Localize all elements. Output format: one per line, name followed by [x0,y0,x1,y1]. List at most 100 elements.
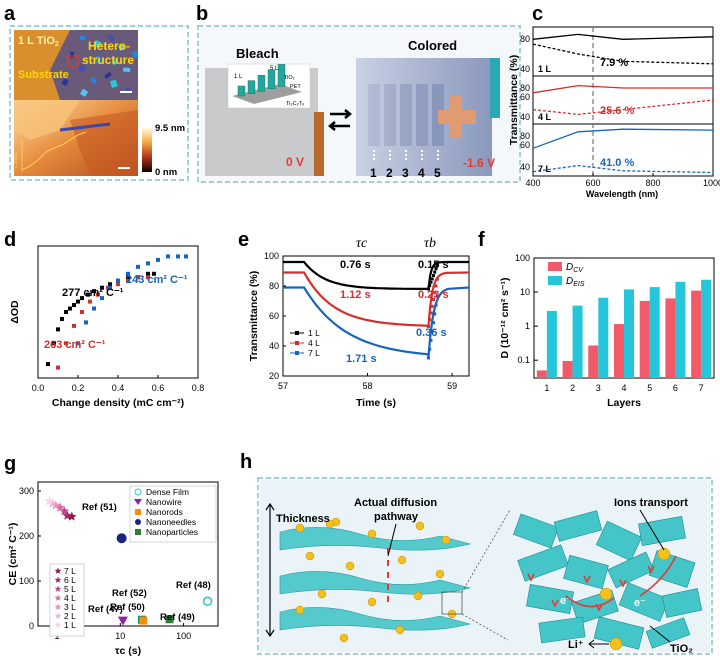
flake-mark [93,55,103,65]
d-annotation: 243 cm² C⁻¹ [126,274,188,286]
tio2-layer [279,527,472,551]
star-point [50,500,61,510]
colored-strips [368,84,444,160]
data-point [108,285,112,290]
e-annotation: 0.76 s [340,259,371,271]
g-ytick: 0 [29,621,34,631]
row-percent: 41.0 % [600,157,634,169]
bar [701,279,712,378]
data-point [56,327,60,332]
tio2-flake [517,544,569,582]
strip-number: 3 [402,166,409,180]
e-legend-item: 7 L [308,348,320,358]
f-xtick: 7 [699,383,704,393]
strip-number: 1 [370,166,377,180]
g-xtick: 10 [115,631,125,641]
e-annotation: 1.12 s [340,289,371,301]
star-point [59,506,69,516]
label-1l-tio2: 1 L TiO2 [18,35,59,48]
e-ytick: 40 [269,341,279,351]
spectrum-bleached [532,33,714,40]
g-legend-star: 1 L [64,620,76,630]
panel-label-h: h [240,451,252,473]
bar [546,310,557,378]
data-point [184,254,188,259]
g-legend-item: Nanoparticles [146,527,198,537]
flake-network [510,510,704,650]
strip-number: 5 [434,166,441,180]
g-legend-item: Nanowire [146,497,182,507]
li-ion [599,587,613,601]
panel-g: g Ref (51) Ref (47) Ref (52) Ref (50) Ref (4… [4,453,219,657]
f-ytick: 1 [525,321,530,331]
colored-title: Colored [408,38,457,53]
ref-point [116,533,127,544]
li-ion [367,529,377,539]
li-ion [413,591,423,601]
g-legend-star: 2 L [64,611,76,621]
data-point [72,323,76,328]
electron-label-2: e⁻ [634,597,646,609]
inset-ti3c2: Ti₃C₂Tₓ [286,101,304,107]
data-point [92,306,96,311]
data-point [146,275,150,280]
d-xtick: 0.0 [32,383,45,393]
data-point [80,310,84,314]
panel-label-f: f [478,229,485,251]
inset-pillars [237,64,286,97]
label-hetero: Hetero- [88,39,130,53]
tio2-label: TiO₂ [670,643,693,655]
chart-f-xlabel: Layers [607,397,641,409]
data-point [46,362,50,367]
e-ytick: 100 [264,251,279,261]
li-ion [325,519,335,529]
tio2-flake [595,520,643,562]
flake-mark [80,88,89,97]
li-ion [317,589,327,599]
inset-pillar [257,74,266,92]
inset-5l: 5 L [270,66,279,72]
li-ion [345,561,355,571]
li-ion [397,555,407,565]
spectrum-bleached [532,84,713,94]
spectrum-bleached [532,128,714,149]
strip-number: 4 [418,166,425,180]
flake-mark [78,64,86,72]
f-legend-item: DEIS [566,276,585,288]
data-point [116,282,120,287]
data-point [96,292,100,297]
diffusion-label-2: pathway [374,511,419,523]
colored-strip [416,84,428,146]
g-ytick: 200 [19,531,34,541]
bleach-title: Bleach [236,46,279,61]
f-xtick: 6 [673,383,678,393]
g-legend-star: 5 L [64,584,76,594]
c-ytick: 80 [520,34,530,44]
tio2-flake [553,510,603,542]
d-annotation: 277 cm² C⁻¹ [62,287,124,299]
tio2-flake [661,588,703,618]
label-structure: structure [82,53,134,67]
spectrum-colored [532,164,714,174]
tio2-flake [645,617,691,649]
li-ion [295,605,305,615]
spectrum-colored [532,43,714,65]
inset-pillar [247,80,256,94]
chart-d-ylabel: ΔOD [9,300,21,324]
data-point [52,341,56,346]
f-ytick: 0.1 [517,355,530,365]
data-point [152,271,156,276]
panel-a-frame [9,25,189,181]
g-legend-star: 7 L [64,566,76,576]
e-xtick: 59 [447,381,457,391]
tio2-layer [279,607,472,631]
panel-h: h Thickness Actual diffusion pathway Ion… [240,451,713,655]
data-point [108,282,112,287]
panel-d: d 0.0 0.2 0.4 0.6 0.8 277 cm² C⁻¹ 263 cm² C⁻¹ 2… [4,229,204,409]
data-point [156,257,160,262]
panel-b-frame [197,25,521,183]
data-point [126,275,130,280]
e-annotation: 1.71 s [346,353,377,365]
e-ytick: 20 [269,371,279,381]
panel-label-e: e [238,229,249,251]
